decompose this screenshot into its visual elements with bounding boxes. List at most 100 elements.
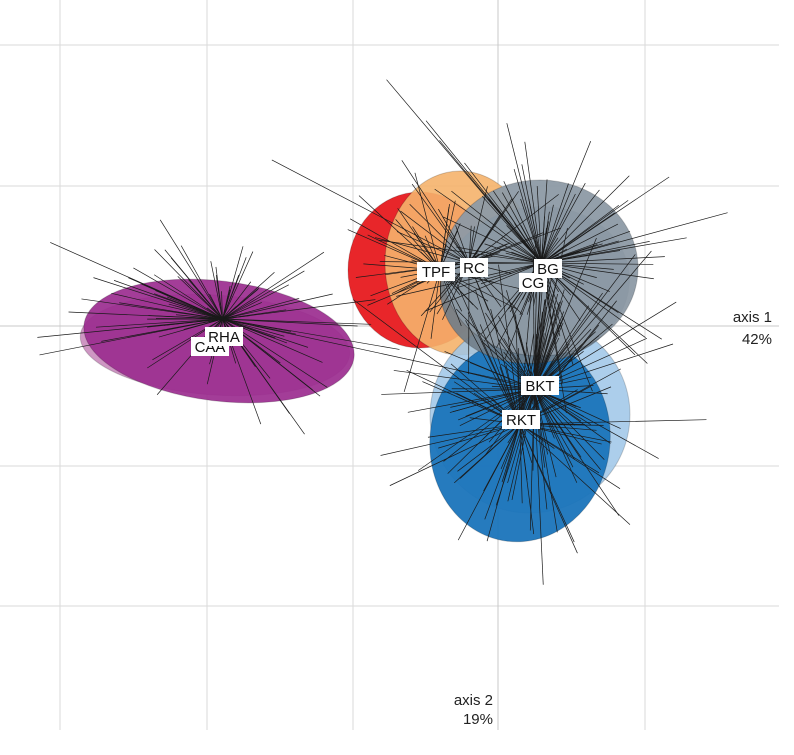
ray-rkt (459, 423, 520, 479)
ray-rc (271, 159, 470, 264)
label-bg: BG (534, 259, 562, 278)
ray-rkt (457, 423, 520, 472)
ray-rha (222, 270, 305, 320)
ray-rkt (465, 320, 521, 425)
ray-bg (541, 262, 593, 392)
axis-1-name: axis 1 (733, 309, 772, 326)
ray-bg (396, 262, 542, 297)
ray-bkt (534, 388, 659, 459)
ray-rha (152, 318, 223, 361)
ray-rha (154, 249, 223, 320)
ray-rha (222, 318, 285, 337)
label-rkt: RKT (502, 410, 540, 429)
ray-rkt (519, 299, 547, 425)
ray-rha (81, 298, 223, 320)
ray-tpf (395, 219, 441, 271)
ray-bg (520, 225, 542, 264)
ray-rha (222, 289, 231, 320)
ray-bkt (507, 388, 535, 502)
ray-rha (222, 318, 372, 325)
ray-bkt (533, 388, 620, 516)
axis-2-percent: 19% (463, 711, 493, 728)
ray-bg (377, 239, 542, 264)
ray-bg (541, 212, 728, 264)
ray-rha (222, 306, 237, 320)
label-box (205, 327, 243, 346)
ray-rha (183, 318, 223, 330)
ray-rha (119, 302, 223, 320)
label-box (417, 262, 455, 281)
ray-rha (37, 318, 223, 338)
ray-bkt (533, 388, 548, 510)
ray-bg (541, 141, 592, 264)
ray-bkt (533, 254, 636, 390)
ray-rkt (519, 423, 535, 535)
ray-rha (68, 311, 223, 320)
ray-rha (222, 318, 323, 363)
ray-rha (175, 314, 223, 320)
ray-rha (128, 277, 223, 320)
label-bkt: BKT (521, 376, 559, 395)
ray-rc (468, 226, 475, 264)
ray-rha (159, 219, 223, 320)
ray-rha (222, 318, 358, 327)
ray-bg (541, 262, 648, 364)
ray-rkt (486, 423, 521, 542)
ray-rha (95, 318, 223, 328)
label-box (521, 376, 559, 395)
ray-bg (541, 230, 631, 264)
axis-1-percent: 42% (742, 331, 772, 348)
ray-rha (222, 293, 333, 320)
ray-bkt (533, 292, 603, 390)
axis-2-name: axis 2 (454, 692, 493, 709)
ray-bg (541, 175, 630, 264)
ray-bkt (534, 301, 677, 390)
ray-rha (210, 261, 223, 320)
ray-bkt (533, 301, 560, 390)
ray-bg (443, 216, 542, 264)
ray-bg (506, 225, 542, 264)
ray-rc (400, 210, 470, 264)
ray-rha (222, 274, 240, 320)
ray-rkt (519, 423, 621, 490)
ray-rc (401, 160, 470, 264)
ray-rha (222, 318, 288, 344)
ray-bg (541, 212, 615, 264)
ray-rkt (519, 419, 707, 425)
ray-rkt (353, 299, 520, 425)
ray-rkt (498, 264, 521, 425)
ray-rc (409, 204, 470, 264)
ray-bg (520, 198, 542, 264)
ray-bkt (511, 388, 535, 501)
grid-lines (0, 0, 779, 730)
ray-rkt (406, 369, 520, 425)
ray-rha (111, 292, 223, 320)
ray-rkt (389, 423, 520, 486)
ray-bg (484, 243, 542, 264)
ray-rkt (479, 324, 521, 425)
label-box (534, 259, 562, 278)
ray-rkt (515, 314, 521, 425)
ray-rha (209, 293, 223, 320)
ray-bg (541, 189, 600, 264)
ray-rha (222, 318, 522, 385)
ray-rha (222, 284, 289, 320)
ray-bg (521, 164, 542, 264)
ray-rha (222, 309, 287, 320)
ray-rkt (519, 276, 559, 425)
ray-bg (536, 186, 542, 264)
ray-rkt (484, 423, 521, 520)
ray-rha (221, 291, 223, 320)
label-text: BKT (525, 378, 554, 395)
ray-rha (222, 251, 325, 320)
ray-bg (464, 162, 542, 264)
ray-bkt (532, 388, 535, 471)
ray-rkt (519, 423, 523, 504)
ray-rha (101, 318, 223, 342)
ray-rha (93, 277, 223, 320)
ray-bg (424, 262, 542, 312)
ray-bg (541, 237, 559, 264)
ray-bkt (533, 227, 568, 390)
